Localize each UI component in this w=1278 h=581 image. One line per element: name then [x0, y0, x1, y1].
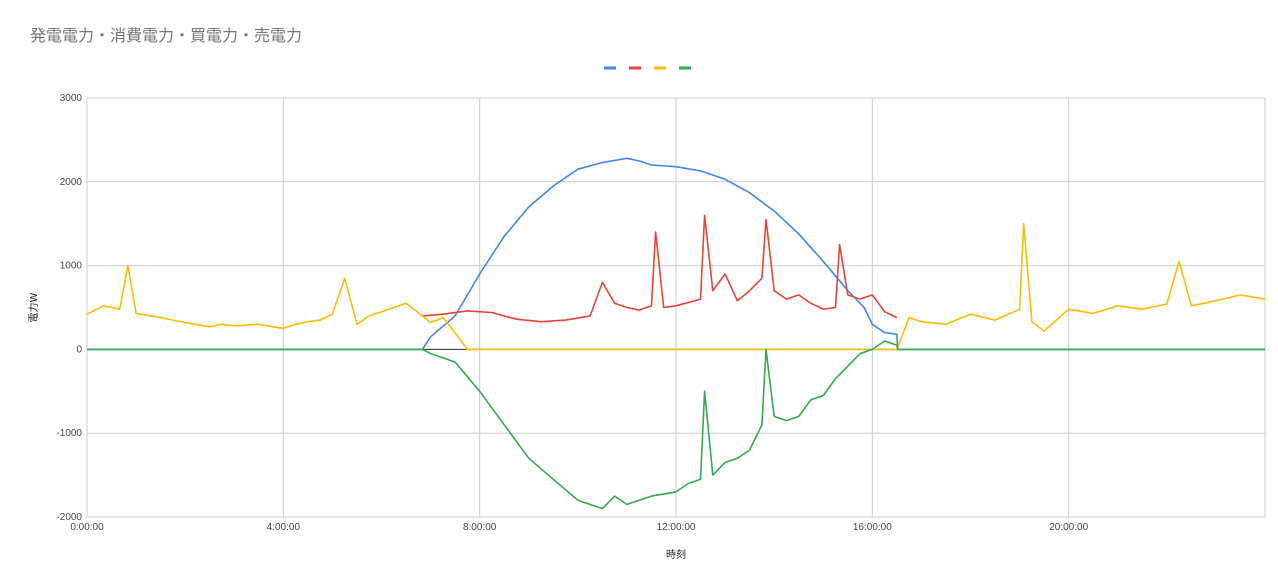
y-tick-label: -2000: [56, 512, 82, 523]
x-tick-label: 8:00:00: [463, 522, 497, 533]
series-line-3: [86, 222, 1266, 351]
x-tick-label: 16:00:00: [853, 522, 892, 533]
grid: [86, 97, 1266, 518]
y-axis-title: 電力W: [27, 292, 40, 322]
y-tick-label: -1000: [56, 428, 82, 439]
series-line-1: [87, 157, 1265, 351]
x-tick-label: 4:00:00: [267, 522, 301, 533]
y-tick-label: 3000: [60, 93, 83, 104]
series-line-4: [87, 340, 1265, 510]
x-tick-label: 0:00:00: [70, 522, 104, 533]
y-tick-label: 0: [76, 344, 82, 355]
chart-title: 発電電力・消費電力・買電力・売電力: [30, 28, 303, 45]
plot-area: [86, 157, 1266, 510]
y-tick-label: 1000: [60, 261, 83, 272]
x-tick-label: 12:00:00: [657, 522, 696, 533]
series-line-2: [422, 214, 898, 323]
x-axis-title: 時刻: [666, 548, 686, 561]
y-tick-label: 2000: [60, 177, 83, 188]
x-tick-label: 20:00:00: [1049, 522, 1088, 533]
